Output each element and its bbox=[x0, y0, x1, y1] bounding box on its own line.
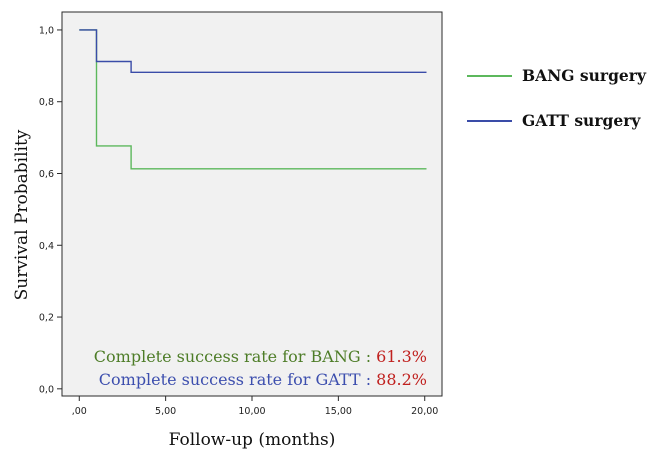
x-tick-label: 10,00 bbox=[238, 406, 265, 417]
legend-label-gatt: GATT surgery bbox=[522, 111, 641, 130]
x-tick-label: 15,00 bbox=[325, 406, 352, 417]
x-tick-label: 5,00 bbox=[155, 406, 176, 417]
annotation-gatt: Complete success rate for GATT : 88.2% bbox=[99, 370, 427, 389]
annotation-gatt-value: 88.2% bbox=[376, 370, 427, 389]
y-tick-label: 0,0 bbox=[39, 384, 54, 395]
plot-area bbox=[61, 11, 443, 397]
y-tick-label: 0,2 bbox=[39, 313, 54, 324]
annotation-gatt-separator: : bbox=[361, 370, 377, 389]
x-axis-ticks: ,00 5,00 10,00 15,00 20,00 bbox=[72, 396, 438, 417]
annotation-bang-label: Complete success rate for BANG bbox=[94, 347, 361, 366]
legend-label-bang: BANG surgery bbox=[522, 66, 647, 85]
y-axis-ticks: 0,0 0,2 0,4 0,6 0,8 1,0 bbox=[39, 25, 62, 395]
annotation-gatt-label: Complete success rate for GATT bbox=[99, 370, 361, 389]
y-tick-label: 0,8 bbox=[39, 97, 54, 108]
series-line-gatt bbox=[79, 29, 427, 74]
x-tick-label: ,00 bbox=[72, 406, 87, 417]
x-axis-title: Follow-up (months) bbox=[169, 430, 336, 450]
annotation-bang-value: 61.3% bbox=[376, 347, 427, 366]
annotation-bang-separator: : bbox=[361, 347, 377, 366]
y-tick-label: 0,4 bbox=[39, 241, 54, 252]
legend: BANG surgery GATT surgery bbox=[467, 66, 647, 130]
series-lines bbox=[79, 29, 427, 170]
annotation-bang: Complete success rate for BANG : 61.3% bbox=[94, 347, 427, 366]
y-axis-title: Survival Probability bbox=[12, 129, 32, 300]
y-tick-label: 1,0 bbox=[39, 25, 54, 36]
y-tick-label: 0,6 bbox=[39, 169, 54, 180]
x-tick-label: 20,00 bbox=[411, 406, 438, 417]
